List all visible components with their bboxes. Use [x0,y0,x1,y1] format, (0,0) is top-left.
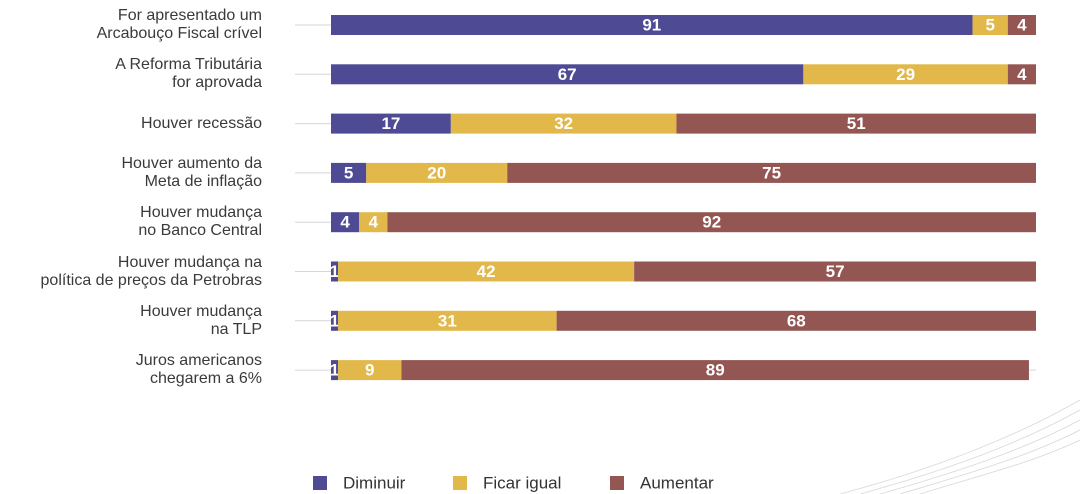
value-label: 32 [554,114,573,133]
value-label: 20 [427,163,446,182]
bar-segment [331,360,339,381]
bar-segment [359,212,388,233]
value-label: 42 [477,262,496,281]
value-label: 4 [340,213,350,232]
bar-segment [331,15,973,35]
value-label: 68 [787,311,806,330]
bar-segment [331,261,339,282]
bar-segment [338,310,557,331]
bar-segment [331,64,804,85]
legend-swatch [313,476,327,490]
legend-swatch [453,476,467,490]
legend-swatch [610,476,624,490]
bar-segment [803,64,1008,85]
bar-segment [331,113,451,134]
value-label: 67 [558,65,577,84]
bar-segment [556,310,1036,331]
bar-segment [450,113,677,134]
bar-segment [507,162,1036,183]
category-label: Houver aumento da Meta de inflação [121,154,262,190]
value-label: 31 [438,311,457,330]
value-label: 29 [896,65,915,84]
bar-segment [338,360,402,381]
bar-segment [634,261,1036,282]
category-label: Juros americanos chegarem a 6% [135,352,262,388]
bar-segment [331,310,339,331]
bar-segment [387,212,1036,233]
value-label: 5 [344,163,353,182]
category-label: Houver mudança na política de preços da … [40,253,262,289]
value-label: 17 [381,114,400,133]
bar-segment [972,15,1008,35]
value-label: 51 [847,114,866,133]
value-label: 1 [330,262,339,281]
value-label: 5 [985,15,994,34]
bar-segment [401,360,1029,381]
legend-label: Diminuir [343,473,406,492]
legend-label: Ficar igual [483,473,561,492]
bar-segment [331,162,367,183]
value-label: 57 [826,262,845,281]
legend-label: Aumentar [640,473,714,492]
bar-segment [366,162,508,183]
value-label: 89 [706,361,725,380]
category-label: For apresentado um Arcabouço Fiscal crív… [96,7,262,42]
value-label: 1 [330,361,339,380]
category-label: Houver recessão [141,114,262,132]
bar-segment [676,113,1036,134]
value-label: 75 [762,163,781,182]
bar-segment [338,261,635,282]
bar-segment [1007,64,1036,85]
value-label: 4 [369,213,379,232]
decoration [839,399,1080,494]
bar-segment [1007,15,1036,35]
category-label: A Reforma Tributária for aprovada [115,56,262,92]
value-label: 92 [702,213,721,232]
value-label: 1 [330,311,339,330]
value-label: 4 [1017,65,1027,84]
value-label: 91 [642,15,661,34]
value-label: 9 [365,361,374,380]
value-label: 4 [1017,15,1027,34]
category-label: Houver mudança no Banco Central [138,204,262,240]
bar-segment [331,212,360,233]
category-label: Houver mudança na TLP [140,302,262,338]
